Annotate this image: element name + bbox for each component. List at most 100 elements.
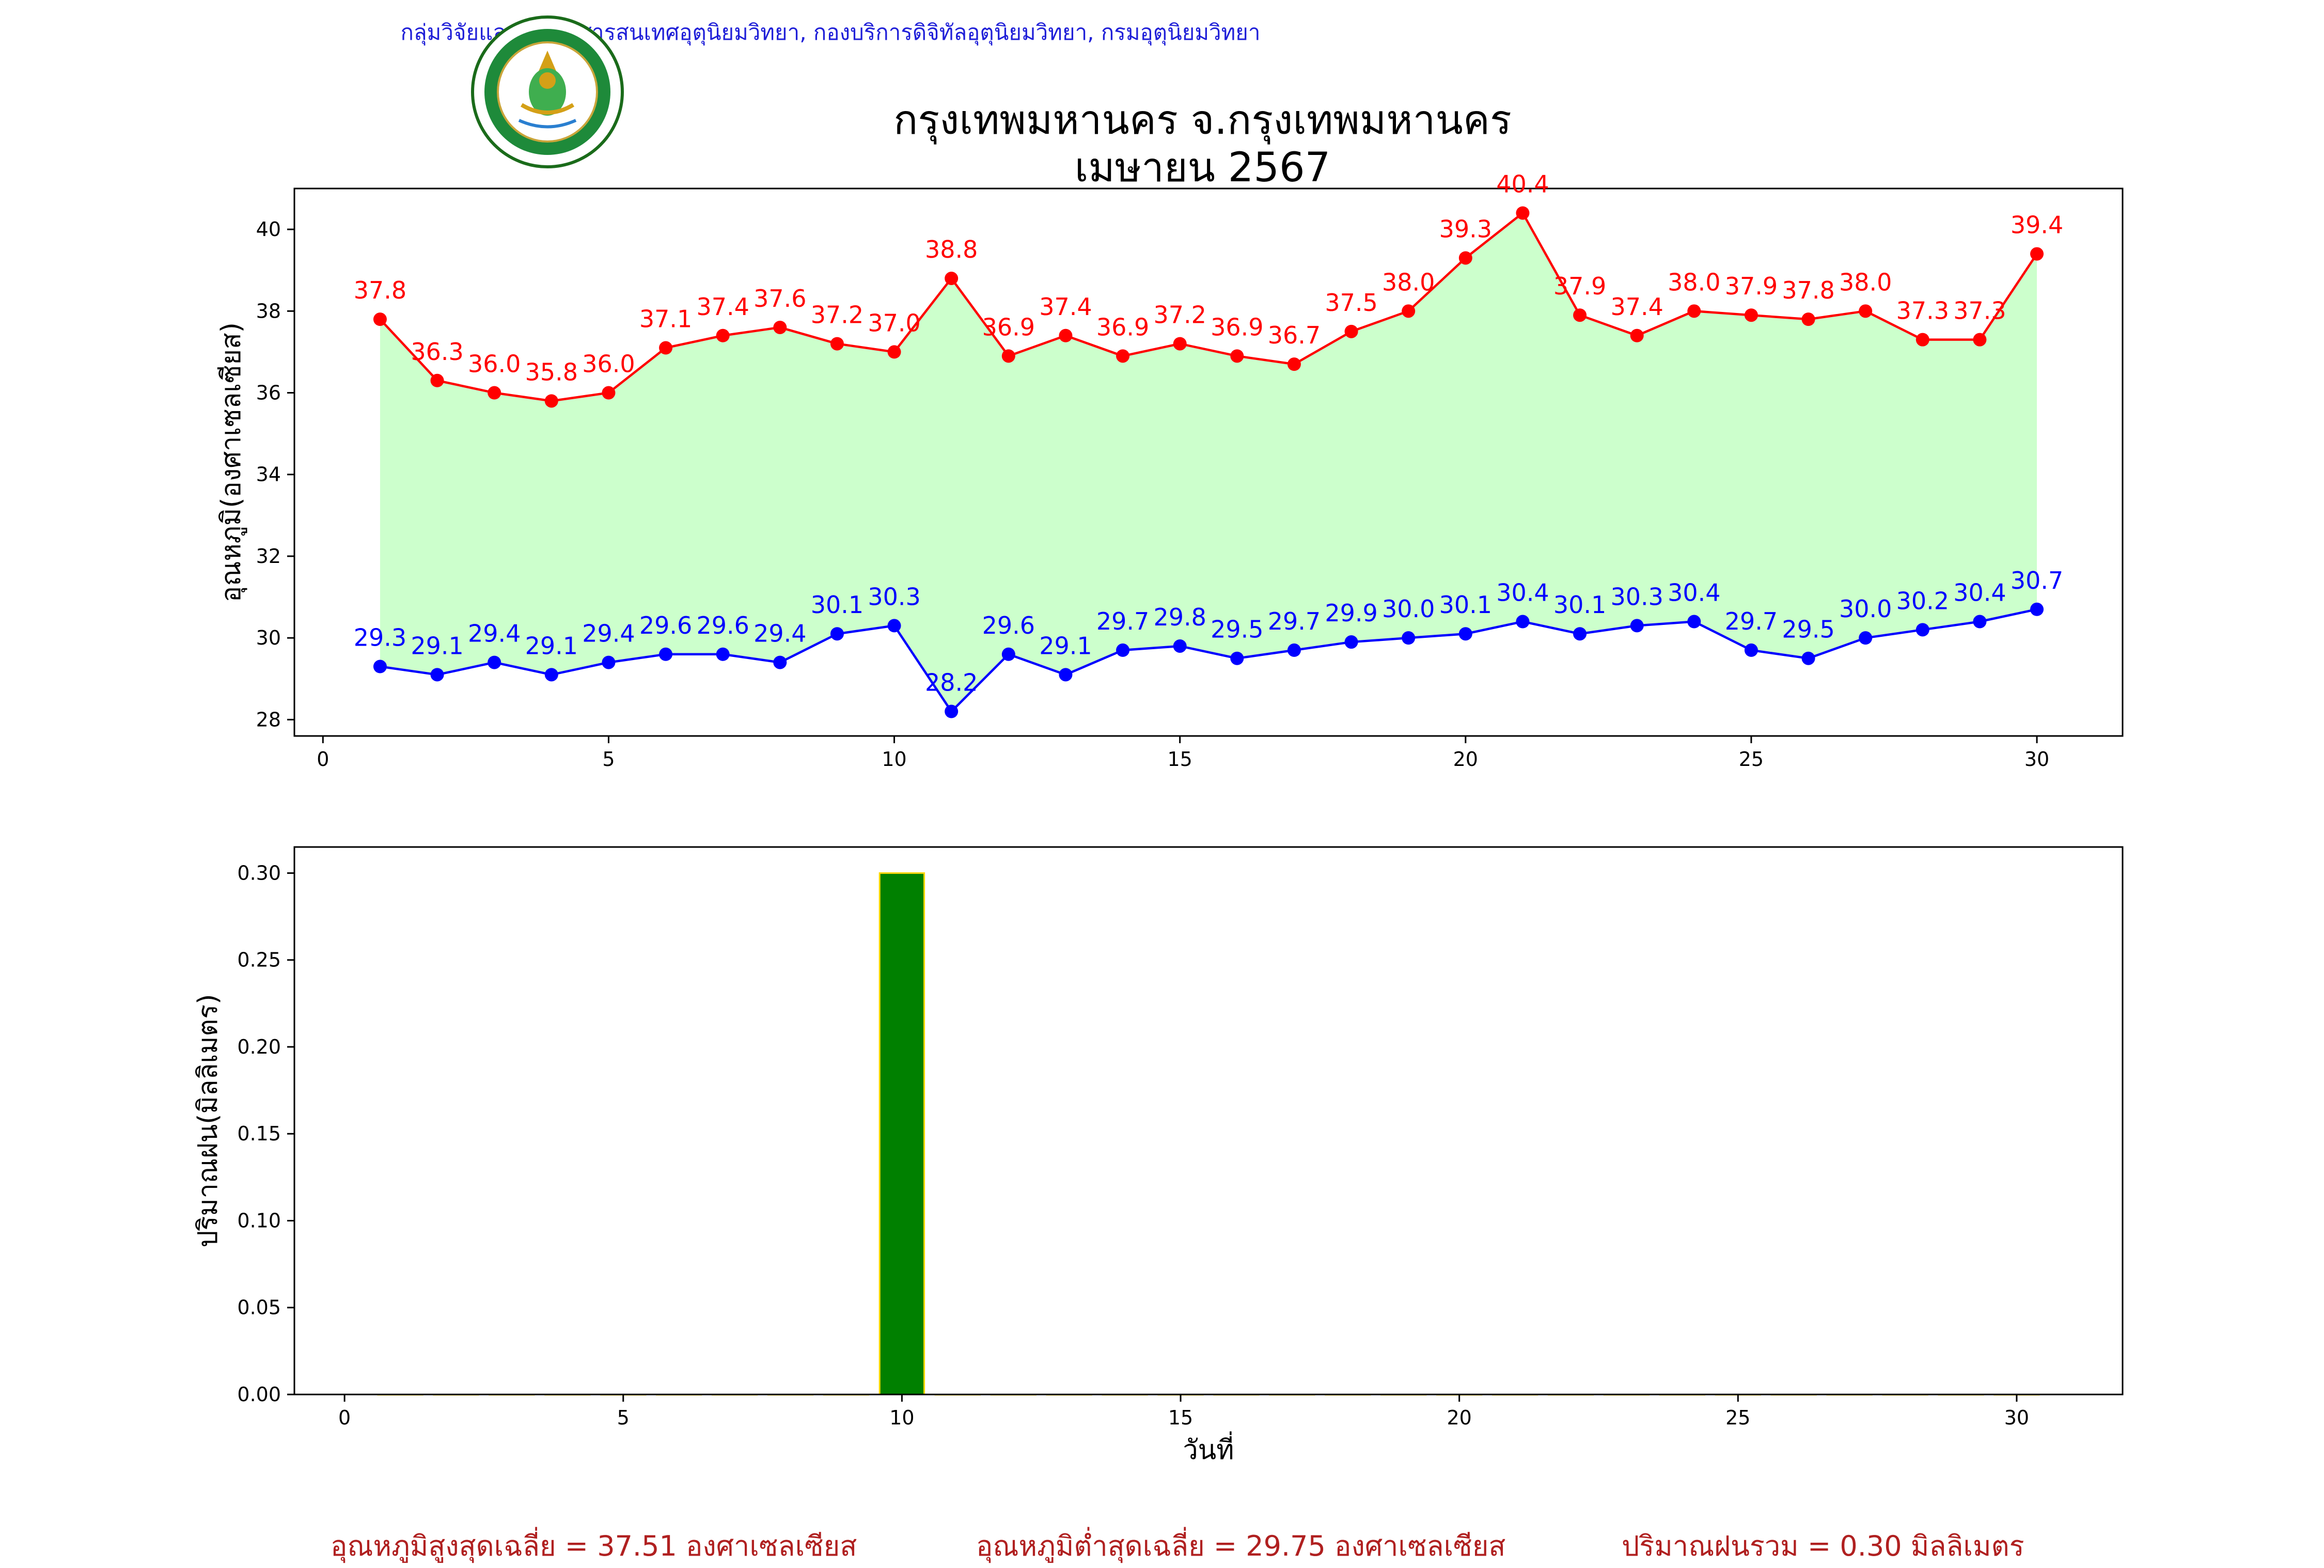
min-temp-data-label: 30.3 bbox=[1610, 583, 1663, 610]
min-temp-data-label: 30.1 bbox=[1553, 591, 1606, 619]
min-temp-point bbox=[544, 668, 558, 682]
x-tick-label: 15 bbox=[1168, 1406, 1193, 1429]
max-temp-data-label: 37.2 bbox=[811, 301, 863, 329]
fill-between-area bbox=[380, 213, 2037, 712]
min-temp-point bbox=[1973, 615, 1987, 629]
max-temp-data-label: 37.1 bbox=[639, 305, 692, 333]
max-temp-data-label: 37.5 bbox=[1325, 289, 1377, 317]
min-temp-data-label: 30.4 bbox=[1496, 579, 1549, 607]
x-tick-label: 0 bbox=[317, 748, 329, 771]
min-temp-data-label: 29.9 bbox=[1325, 599, 1377, 627]
max-temp-data-label: 37.6 bbox=[753, 285, 806, 312]
chart-title-location: กรุงเทพมหานคร จ.กรุงเทพมหานคร bbox=[893, 97, 1512, 144]
y-tick-label: 0.15 bbox=[237, 1122, 281, 1145]
x-tick-label: 20 bbox=[1453, 748, 1478, 771]
max-temp-data-label: 36.0 bbox=[582, 350, 635, 378]
min-temp-data-label: 29.3 bbox=[354, 624, 406, 652]
max-temp-point bbox=[1859, 304, 1873, 318]
max-temp-data-label: 37.4 bbox=[1610, 293, 1663, 321]
y-tick-label: 0.25 bbox=[237, 949, 281, 971]
max-temp-data-label: 36.9 bbox=[982, 313, 1035, 341]
max-temp-point bbox=[1402, 304, 1416, 318]
x-tick-label: 5 bbox=[617, 1406, 630, 1429]
min-temp-data-label: 29.7 bbox=[1268, 607, 1321, 635]
min-temp-data-label: 29.8 bbox=[1153, 603, 1206, 631]
max-temp-point bbox=[1344, 324, 1358, 338]
min-temp-data-label: 29.6 bbox=[982, 611, 1035, 639]
max-temp-point bbox=[1001, 349, 1015, 363]
min-temp-data-label: 29.4 bbox=[582, 620, 635, 648]
max-temp-data-label: 37.3 bbox=[1953, 297, 2006, 325]
max-temp-point bbox=[1287, 357, 1301, 371]
x-tick-label: 30 bbox=[2024, 748, 2049, 771]
max-temp-point bbox=[1573, 308, 1587, 322]
max-temp-data-label: 36.7 bbox=[1268, 321, 1321, 349]
min-temp-data-label: 30.1 bbox=[1439, 591, 1492, 619]
max-temp-point bbox=[1973, 333, 1987, 347]
min-temp-data-label: 30.4 bbox=[1668, 579, 1720, 607]
min-temp-data-label: 30.3 bbox=[868, 583, 920, 610]
min-temp-point bbox=[773, 655, 787, 669]
max-temp-point bbox=[488, 386, 501, 400]
max-temp-data-label: 37.9 bbox=[1553, 272, 1606, 300]
min-temp-point bbox=[1687, 615, 1701, 629]
max-temp-data-label: 39.3 bbox=[1439, 215, 1492, 243]
max-temp-data-label: 36.3 bbox=[411, 338, 463, 366]
min-temp-point bbox=[1173, 639, 1187, 653]
min-temp-point bbox=[1744, 643, 1758, 657]
max-temp-data-label: 38.8 bbox=[925, 236, 978, 263]
max-temp-point bbox=[1516, 206, 1530, 220]
max-temp-data-label: 37.2 bbox=[1153, 301, 1206, 329]
y-tick-label: 0.30 bbox=[237, 861, 281, 884]
min-temp-data-label: 30.0 bbox=[1382, 595, 1435, 623]
max-temp-point bbox=[1630, 328, 1644, 342]
avg-min-temperature: อุณหภูมิต่ำสุดเฉลี่ย = 29.75 องศาเซลเซีย… bbox=[976, 1530, 1506, 1562]
max-temp-point bbox=[1059, 328, 1073, 342]
max-temp-data-label: 36.0 bbox=[468, 350, 521, 378]
min-temp-point bbox=[1630, 619, 1644, 633]
x-tick-label: 20 bbox=[1447, 1406, 1471, 1429]
min-temp-point bbox=[1458, 627, 1472, 641]
min-temp-point bbox=[830, 627, 844, 641]
min-temp-data-label: 30.0 bbox=[1839, 595, 1892, 623]
min-temp-data-label: 29.5 bbox=[1782, 616, 1834, 644]
max-temp-point bbox=[1687, 304, 1701, 318]
x-tick-label: 0 bbox=[338, 1406, 351, 1429]
meteorological-department-logo bbox=[471, 15, 624, 168]
min-temp-data-label: 30.2 bbox=[1896, 587, 1949, 615]
y-axis-label: อุณหภูมิ(องศาเซลเซียส) bbox=[216, 322, 247, 602]
y-tick-label: 38 bbox=[256, 300, 281, 322]
x-tick-label: 25 bbox=[1725, 1406, 1750, 1429]
max-temp-point bbox=[945, 272, 959, 286]
min-temp-data-label: 29.7 bbox=[1096, 607, 1149, 635]
max-temp-data-label: 37.8 bbox=[1782, 276, 1834, 304]
max-temp-point bbox=[373, 312, 387, 326]
max-temp-data-label: 37.4 bbox=[1039, 293, 1092, 321]
x-axis-label: วันที่ bbox=[1183, 1431, 1234, 1466]
min-temp-data-label: 29.1 bbox=[525, 632, 578, 660]
min-temp-data-label: 30.7 bbox=[2011, 567, 2063, 594]
max-temp-data-label: 37.0 bbox=[868, 309, 920, 337]
max-temp-point bbox=[659, 341, 673, 355]
min-temp-point bbox=[1801, 651, 1815, 665]
max-temp-data-label: 36.9 bbox=[1211, 313, 1263, 341]
min-temp-point bbox=[488, 655, 501, 669]
max-temp-data-label: 38.0 bbox=[1382, 268, 1435, 296]
max-temp-point bbox=[1801, 312, 1815, 326]
max-temp-point bbox=[1230, 349, 1244, 363]
max-temp-point bbox=[887, 345, 901, 359]
min-temp-point bbox=[1859, 631, 1873, 645]
min-temp-line bbox=[380, 608, 2037, 714]
min-temp-point bbox=[1001, 647, 1015, 661]
y-axis-label: ปริมาณฝน(มิลลิเมตร) bbox=[193, 994, 224, 1247]
min-temp-point bbox=[373, 660, 387, 673]
max-temp-point bbox=[1744, 308, 1758, 322]
min-temp-data-label: 29.4 bbox=[753, 620, 806, 648]
min-temp-data-label: 29.1 bbox=[411, 632, 463, 660]
footer-summary: อุณหภูมิสูงสุดเฉลี่ย = 37.51 องศาเซลเซีย… bbox=[0, 1524, 2324, 1565]
min-temp-point bbox=[2030, 602, 2044, 616]
min-temp-point bbox=[716, 647, 730, 661]
max-temp-data-label: 35.8 bbox=[525, 358, 578, 386]
y-tick-label: 28 bbox=[256, 708, 281, 731]
